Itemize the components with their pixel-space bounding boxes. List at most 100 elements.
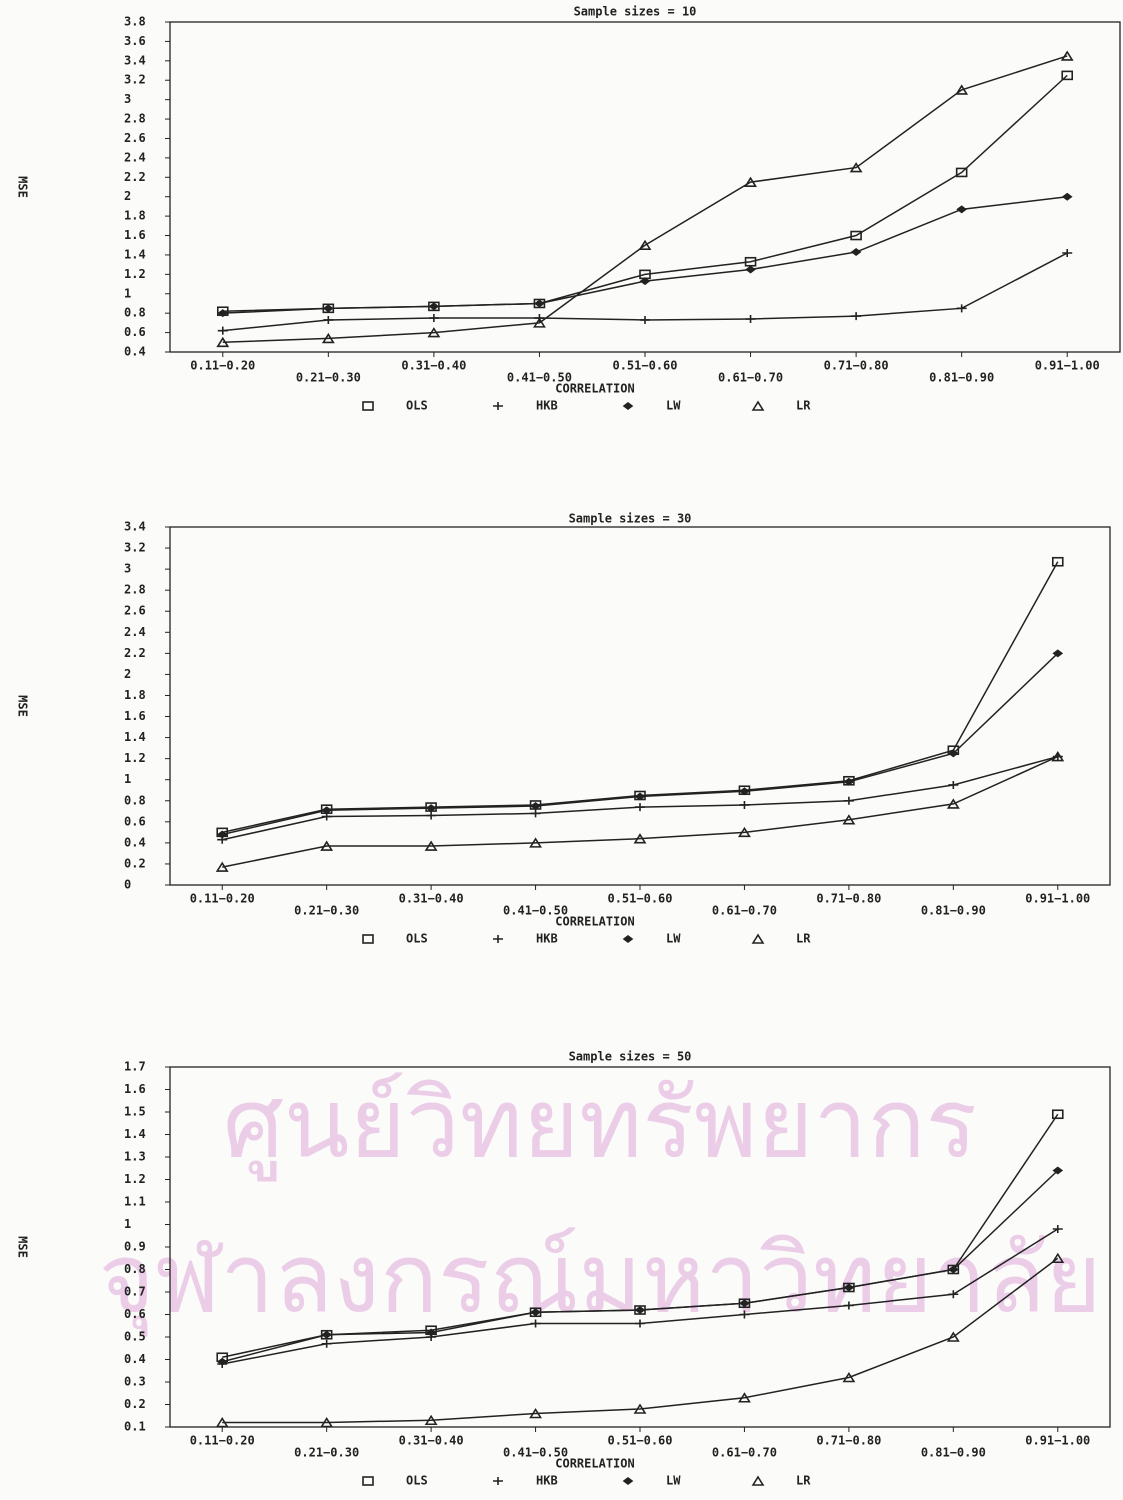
watermark: จุฬาลงกรณ์มหาวิทยาลัย: [98, 1222, 1101, 1337]
y-tick-label: 2.2: [124, 646, 146, 660]
chart-title: Sample sizes = 10: [574, 5, 697, 19]
marker-diamond: [535, 300, 543, 306]
marker-diamond: [958, 206, 966, 212]
marker-plus: [429, 314, 439, 322]
legend-label: LW: [666, 1474, 681, 1488]
series-line: [223, 75, 1067, 311]
y-tick-label: 3: [124, 92, 131, 106]
marker-diamond: [747, 267, 755, 273]
y-axis-label: MSE: [16, 695, 30, 717]
marker-diamond: [323, 807, 331, 813]
y-axis-label: MSE: [16, 1236, 30, 1258]
series-line: [222, 757, 1058, 868]
chart-title: Sample sizes = 50: [569, 1050, 692, 1064]
legend-label: OLS: [406, 1474, 428, 1488]
y-tick-label: 0.3: [124, 1375, 146, 1389]
legend-label: OLS: [406, 932, 428, 946]
x-tick-label: 0.31−0.40: [399, 892, 464, 906]
y-tick-label: 1.4: [124, 247, 146, 261]
marker-diamond: [430, 303, 438, 309]
marker-diamond: [324, 305, 332, 311]
y-tick-label: 3.2: [124, 541, 146, 555]
y-tick-label: 3: [124, 562, 131, 576]
marker-square: [363, 935, 373, 943]
chart-title: Sample sizes = 30: [569, 512, 692, 526]
marker-plus: [739, 801, 749, 809]
marker-diamond: [427, 805, 435, 811]
x-tick-label: 0.61−0.70: [712, 904, 777, 918]
y-tick-label: 1.4: [124, 1127, 146, 1141]
x-tick-label: 0.11−0.20: [190, 1434, 255, 1448]
marker-diamond: [532, 803, 540, 809]
x-axis-label: CORRELATION: [555, 1457, 634, 1471]
x-tick-label: 0.81−0.90: [929, 371, 994, 385]
y-tick-label: 0.4: [124, 1352, 146, 1366]
legend-label: LR: [796, 1474, 811, 1488]
y-tick-label: 1.2: [124, 267, 146, 281]
series-line: [223, 197, 1067, 313]
x-tick-label: 0.71−0.80: [816, 1434, 881, 1448]
y-tick-label: 1.2: [124, 751, 146, 765]
marker-plus: [746, 315, 756, 323]
x-axis-label: CORRELATION: [555, 382, 634, 396]
y-tick-label: 0.4: [124, 835, 146, 849]
y-tick-label: 1.7: [124, 1060, 146, 1074]
marker-diamond: [624, 936, 632, 942]
y-tick-label: 1.6: [124, 1082, 146, 1096]
marker-plus: [493, 402, 503, 410]
plot-frame: [170, 527, 1110, 885]
x-tick-label: 0.21−0.30: [294, 904, 359, 918]
x-tick-label: 0.71−0.80: [816, 892, 881, 906]
y-tick-label: 0.1: [124, 1420, 146, 1434]
marker-plus: [493, 935, 503, 943]
x-tick-label: 0.71−0.80: [824, 359, 889, 373]
y-tick-label: 0.9: [124, 1240, 146, 1254]
y-tick-label: 1.3: [124, 1150, 146, 1164]
x-tick-label: 0.51−0.60: [607, 892, 672, 906]
y-tick-label: 1: [124, 1217, 131, 1231]
marker-plus: [1062, 249, 1072, 257]
x-axis-label: CORRELATION: [555, 915, 634, 929]
plot-frame: [170, 22, 1120, 352]
legend-label: OLS: [406, 399, 428, 413]
y-tick-label: 0.8: [124, 1262, 146, 1276]
marker-plus: [640, 316, 650, 324]
y-tick-label: 0.2: [124, 1397, 146, 1411]
y-tick-label: 0: [124, 878, 131, 892]
y-tick-label: 1.5: [124, 1105, 146, 1119]
y-tick-label: 0.4: [124, 345, 146, 359]
y-tick-label: 2.4: [124, 150, 146, 164]
legend-label: LR: [796, 932, 811, 946]
y-tick-label: 0.6: [124, 1307, 146, 1321]
x-tick-label: 0.51−0.60: [607, 1434, 672, 1448]
y-tick-label: 1.2: [124, 1172, 146, 1186]
y-tick-label: 0.8: [124, 306, 146, 320]
marker-triangle: [753, 402, 763, 410]
y-tick-label: 0.6: [124, 325, 146, 339]
marker-diamond: [1063, 194, 1071, 200]
y-tick-label: 0.8: [124, 793, 146, 807]
y-tick-label: 3.4: [124, 520, 146, 534]
marker-plus: [957, 304, 967, 312]
x-tick-label: 0.61−0.70: [718, 371, 783, 385]
marker-plus: [948, 781, 958, 789]
y-tick-label: 1.6: [124, 228, 146, 242]
marker-plus: [322, 1340, 332, 1348]
x-tick-label: 0.91−1.00: [1035, 359, 1100, 373]
marker-diamond: [636, 794, 644, 800]
y-tick-label: 2.8: [124, 583, 146, 597]
chart: Sample sizes = 10MSE0.40.60.811.21.41.61…: [16, 5, 1121, 413]
y-tick-label: 1.6: [124, 709, 146, 723]
x-tick-label: 0.11−0.20: [190, 892, 255, 906]
y-tick-label: 2: [124, 667, 131, 681]
x-tick-label: 0.91−1.00: [1025, 892, 1090, 906]
marker-triangle: [753, 1477, 763, 1485]
marker-plus: [218, 327, 228, 335]
y-tick-label: 1: [124, 772, 131, 786]
y-tick-label: 2.6: [124, 604, 146, 618]
legend-label: HKB: [536, 1474, 558, 1488]
y-tick-label: 3.2: [124, 73, 146, 87]
x-tick-label: 0.31−0.40: [401, 359, 466, 373]
marker-triangle: [753, 935, 763, 943]
marker-plus: [426, 812, 436, 820]
